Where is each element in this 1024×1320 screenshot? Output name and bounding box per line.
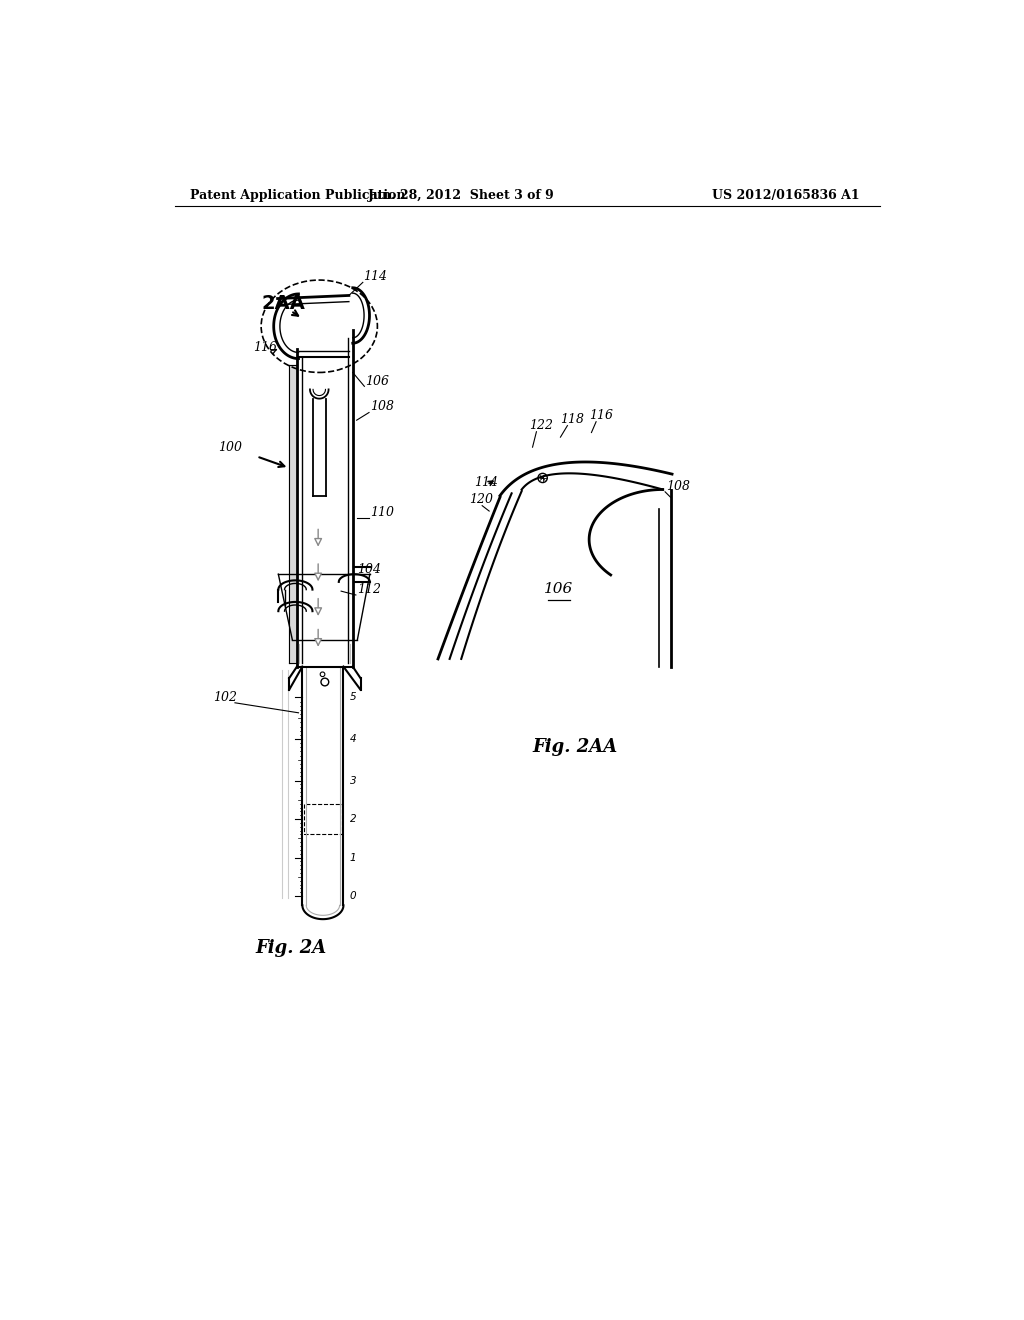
Text: 102: 102 xyxy=(213,692,238,705)
Text: Patent Application Publication: Patent Application Publication xyxy=(190,189,406,202)
Text: 114: 114 xyxy=(474,477,498,490)
Text: 112: 112 xyxy=(356,583,381,597)
Text: 104: 104 xyxy=(356,562,381,576)
Text: 2AA: 2AA xyxy=(261,293,305,313)
Text: 100: 100 xyxy=(218,441,242,454)
Text: 2: 2 xyxy=(349,814,356,824)
Text: 116: 116 xyxy=(254,341,278,354)
Text: 106: 106 xyxy=(366,375,389,388)
Text: 116: 116 xyxy=(589,409,613,421)
Text: 108: 108 xyxy=(666,479,690,492)
Text: 1: 1 xyxy=(349,853,356,862)
Text: US 2012/0165836 A1: US 2012/0165836 A1 xyxy=(712,189,859,202)
Text: 3: 3 xyxy=(349,776,356,785)
Text: 114: 114 xyxy=(362,271,387,282)
Text: 4: 4 xyxy=(349,734,356,744)
Text: Fig. 2A: Fig. 2A xyxy=(255,939,327,957)
Text: 120: 120 xyxy=(469,494,493,507)
Text: 108: 108 xyxy=(370,400,394,413)
Text: Jun. 28, 2012  Sheet 3 of 9: Jun. 28, 2012 Sheet 3 of 9 xyxy=(368,189,555,202)
Text: Fig. 2AA: Fig. 2AA xyxy=(532,738,617,756)
Text: 110: 110 xyxy=(370,507,394,520)
Bar xyxy=(304,804,342,834)
Text: 106: 106 xyxy=(544,582,572,597)
Text: 0: 0 xyxy=(349,891,356,902)
Text: 5: 5 xyxy=(349,693,356,702)
Text: 118: 118 xyxy=(560,413,585,425)
Text: 122: 122 xyxy=(529,420,553,433)
